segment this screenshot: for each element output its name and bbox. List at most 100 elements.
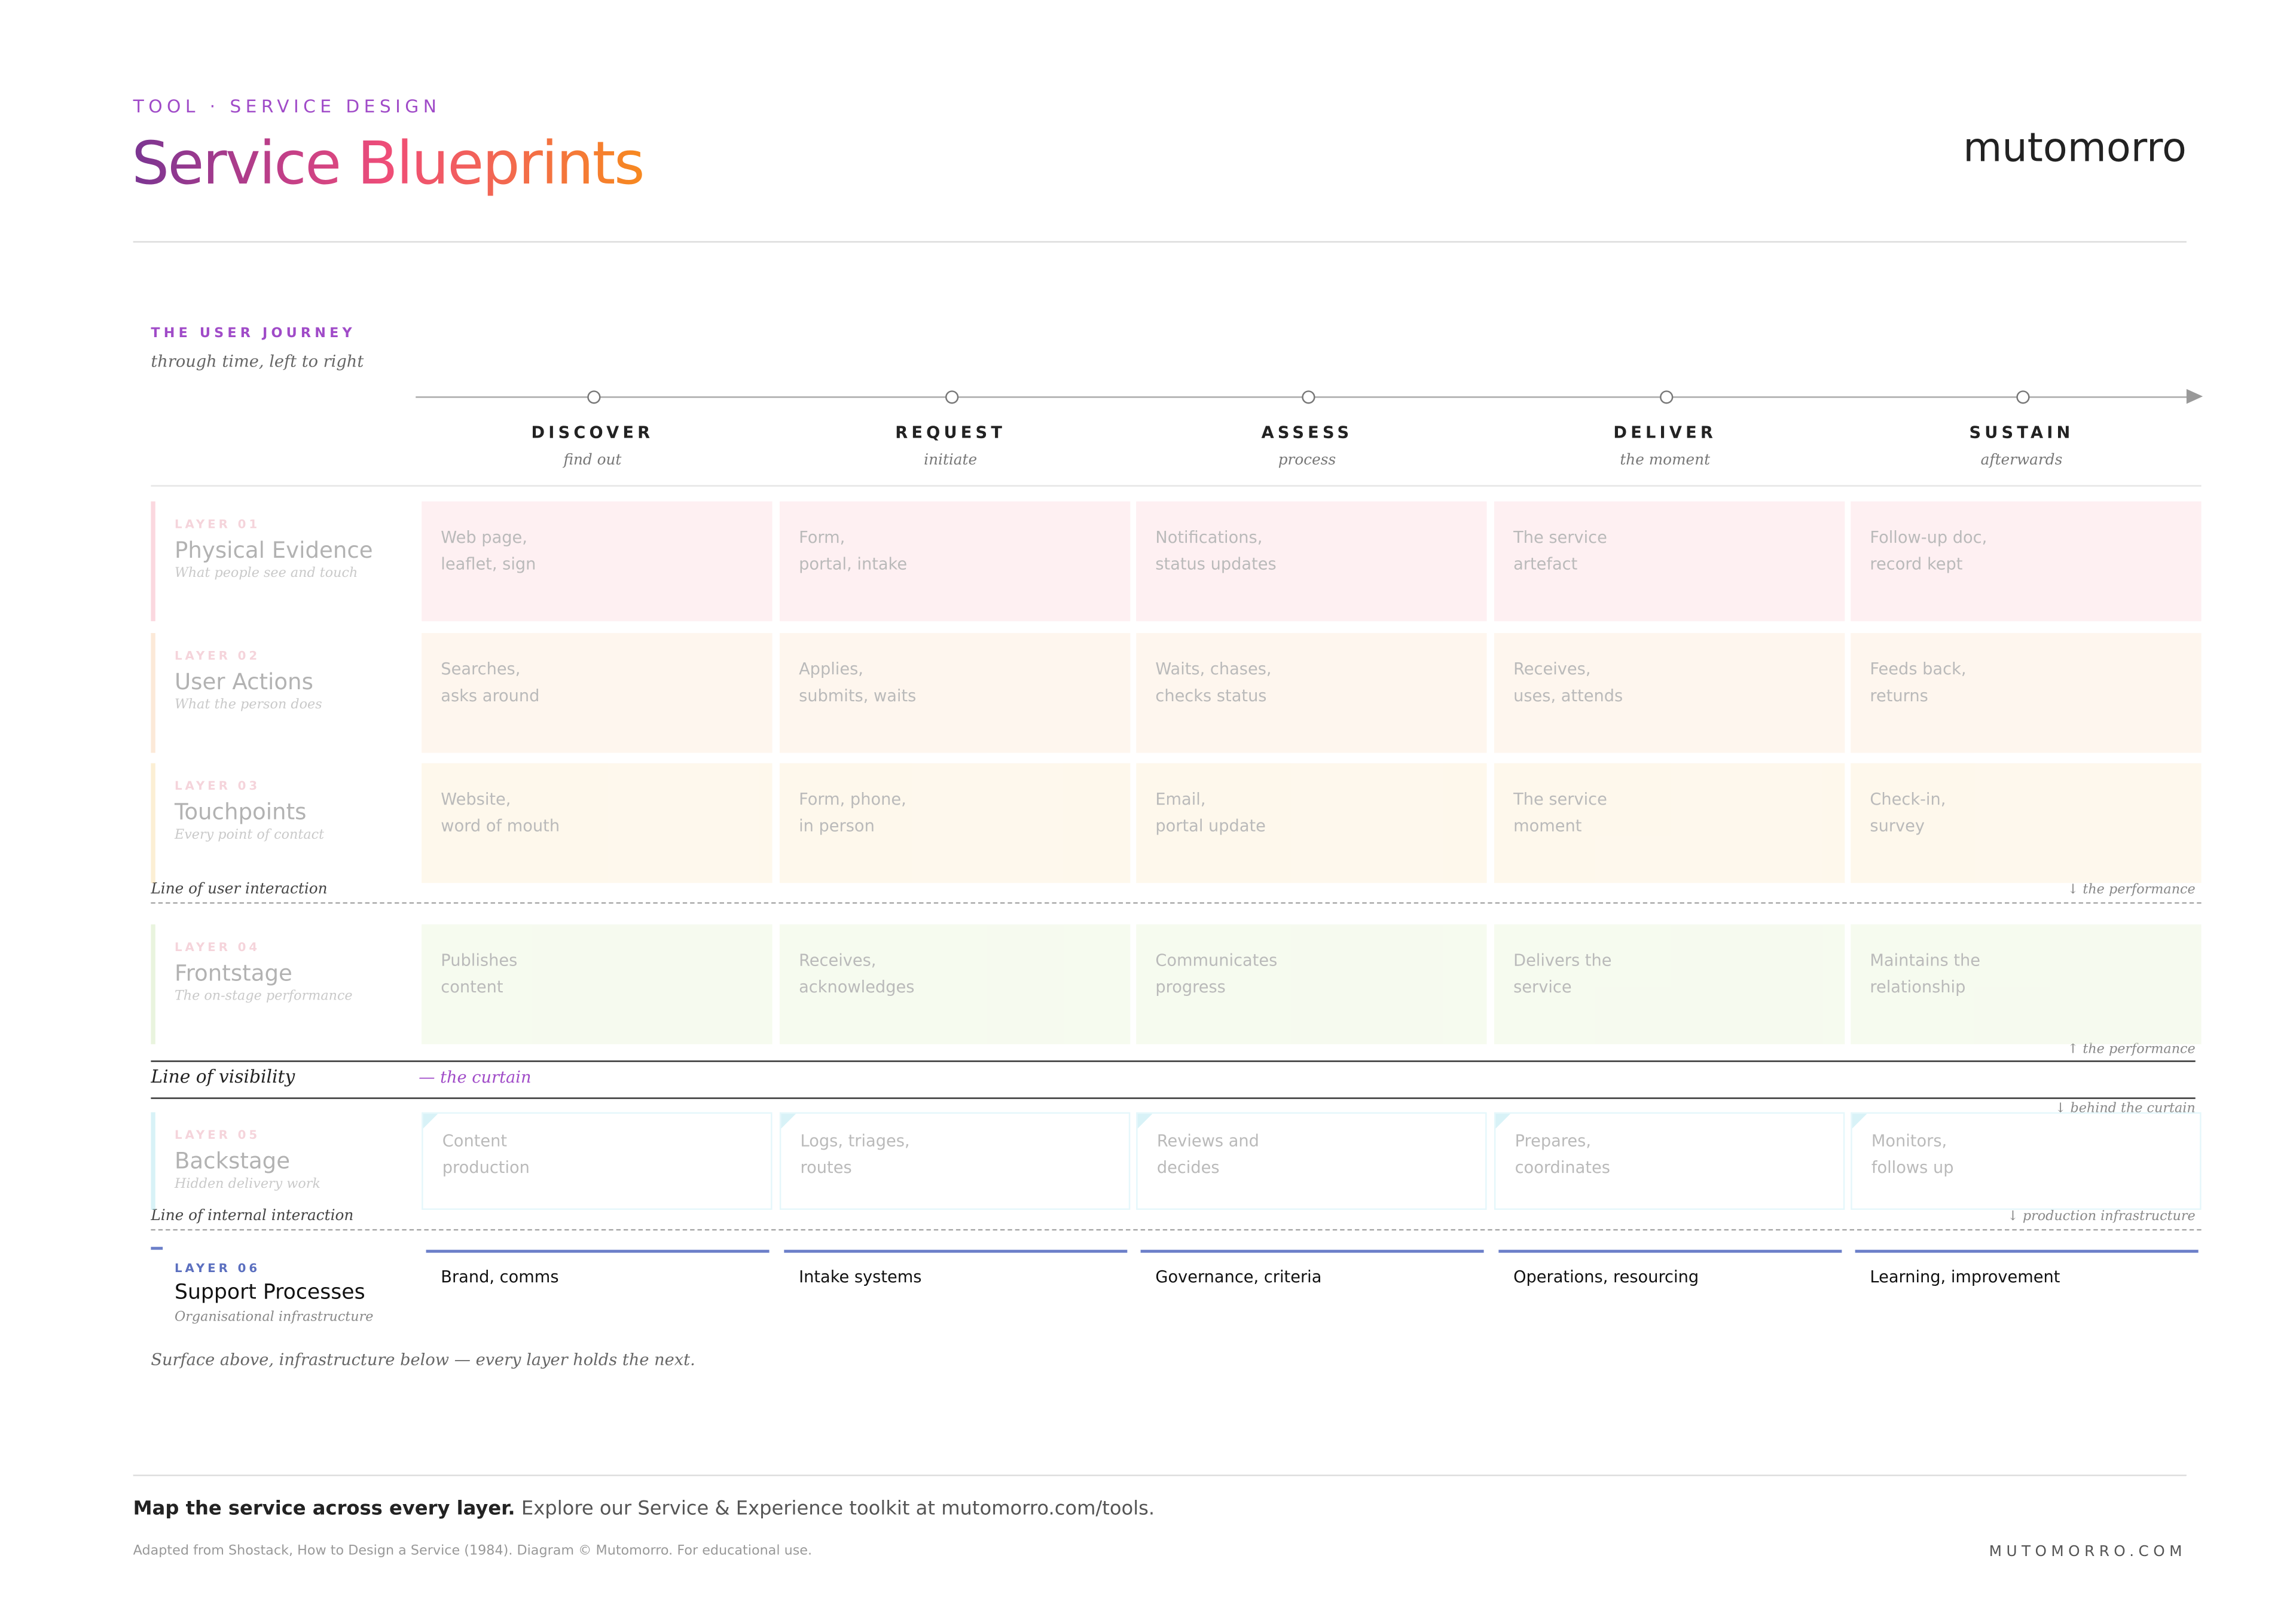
layer-name: Support Processes — [174, 1280, 365, 1305]
footer-text: Explore our Service & Experience toolkit… — [521, 1498, 1155, 1521]
cell: Searches, asks around — [422, 632, 773, 753]
cell-text: relationship — [1870, 977, 1966, 997]
cell-text: coordinates — [1515, 1158, 1610, 1178]
cell-text: The service — [1513, 790, 1607, 809]
stage-name: REQUEST — [895, 423, 1006, 442]
layer-bar — [151, 924, 155, 1044]
layer-num: LAYER 02 — [174, 649, 261, 663]
section-label: THE USER JOURNEY — [151, 326, 356, 342]
stage-name: SUSTAIN — [1969, 423, 2074, 442]
layer-num: LAYER 01 — [174, 517, 261, 531]
cell-text: status updates — [1155, 554, 1277, 574]
layer-desc: Hidden delivery work — [174, 1177, 320, 1193]
layer-bar — [151, 632, 155, 753]
corner — [1137, 1114, 1153, 1129]
cell-text: routes — [800, 1158, 852, 1178]
layer-bar — [151, 1112, 155, 1210]
cell-text: content — [441, 977, 503, 997]
support-text: Operations, resourcing — [1513, 1267, 1699, 1287]
stage-sub: the moment — [1620, 453, 1711, 469]
line-visibility — [151, 1060, 2196, 1062]
layer-bar — [151, 763, 155, 884]
cell-text: survey — [1870, 816, 1925, 836]
cell: Publishes content — [422, 924, 773, 1044]
support-bar — [1498, 1249, 1842, 1253]
stage-dot — [1301, 390, 1315, 404]
cell: Prepares, coordinates — [1494, 1112, 1845, 1210]
cell: Monitors, follows up — [1851, 1112, 2202, 1210]
cell: Receives, acknowledges — [779, 924, 1131, 1044]
support-bar — [1855, 1249, 2199, 1253]
stage-name: ASSESS — [1261, 423, 1353, 442]
line-interaction — [151, 902, 2202, 904]
line-label: Line of visibility — [151, 1066, 295, 1087]
cell-text: artefact — [1513, 554, 1578, 574]
brand: mutomorro — [1963, 126, 2187, 172]
stage-dot — [944, 390, 958, 404]
credit: Adapted from Shostack, How to Design a S… — [133, 1544, 813, 1559]
cell-text: Prepares, — [1515, 1131, 1592, 1151]
stage-name: DISCOVER — [531, 423, 654, 442]
stage-dot — [587, 390, 600, 404]
cell-text: Check-in, — [1870, 790, 1946, 809]
cell-text: The service — [1513, 528, 1607, 548]
rule — [133, 241, 2187, 243]
stage-dot — [1659, 390, 1673, 404]
cell: Communicates progress — [1136, 924, 1487, 1044]
cell-text: word of mouth — [441, 816, 560, 836]
line-note: ↓ production infrastructure — [2007, 1209, 2196, 1225]
cell-text: production — [442, 1158, 530, 1178]
cell: Content production — [422, 1112, 773, 1210]
cell-text: checks status — [1155, 686, 1267, 706]
cell: Follow-up doc, record kept — [1851, 501, 2202, 622]
layer-name: Touchpoints — [174, 799, 307, 826]
cell: Website, word of mouth — [422, 763, 773, 884]
cell: Logs, triages, routes — [779, 1112, 1131, 1210]
cell-text: record kept — [1870, 554, 1963, 574]
cell: Delivers the service — [1494, 924, 1845, 1044]
layer-desc: What the person does — [174, 698, 322, 713]
support-bar — [1140, 1249, 1484, 1253]
rule — [151, 485, 2202, 487]
section-sub: through time, left to right — [151, 352, 364, 372]
cell-text: acknowledges — [799, 977, 915, 997]
stage-dot — [2016, 390, 2029, 404]
cell-text: service — [1513, 977, 1572, 997]
cell-text: Web page, — [441, 528, 527, 548]
cell: Receives, uses, attends — [1494, 632, 1845, 753]
layer-name: User Actions — [174, 668, 313, 695]
line-internal — [151, 1229, 2202, 1231]
cell-text: returns — [1870, 686, 1928, 706]
cell-text: Publishes — [441, 950, 518, 971]
timeline-arrow — [2186, 389, 2203, 404]
cell: Web page, leaflet, sign — [422, 501, 773, 622]
cell: Form, portal, intake — [779, 501, 1131, 622]
corner — [781, 1114, 796, 1129]
stage-sub: afterwards — [1980, 453, 2063, 469]
footer-lead: Map the service across every layer. — [133, 1498, 515, 1521]
line-label: Line of internal interaction — [151, 1208, 354, 1225]
line-note: ↓ the performance — [2067, 883, 2196, 898]
cell-text: moment — [1513, 816, 1582, 836]
stage-sub: process — [1278, 453, 1336, 469]
stage-name: DELIVER — [1613, 423, 1717, 442]
support-text: Brand, comms — [441, 1267, 559, 1287]
corner — [1852, 1114, 1867, 1129]
layer-bar — [151, 501, 155, 622]
cell-text: Follow-up doc, — [1870, 528, 1987, 548]
cell-text: submits, waits — [799, 686, 917, 706]
cell: Check-in, survey — [1851, 763, 2202, 884]
layer-num: LAYER 06 — [174, 1261, 261, 1275]
corner — [423, 1114, 438, 1129]
line-note: ↑ the performance — [2067, 1043, 2196, 1058]
cell-text: Website, — [441, 790, 511, 809]
support-bar — [784, 1249, 1128, 1253]
cell-text: Monitors, — [1871, 1131, 1947, 1151]
cell-text: Form, — [799, 528, 845, 548]
